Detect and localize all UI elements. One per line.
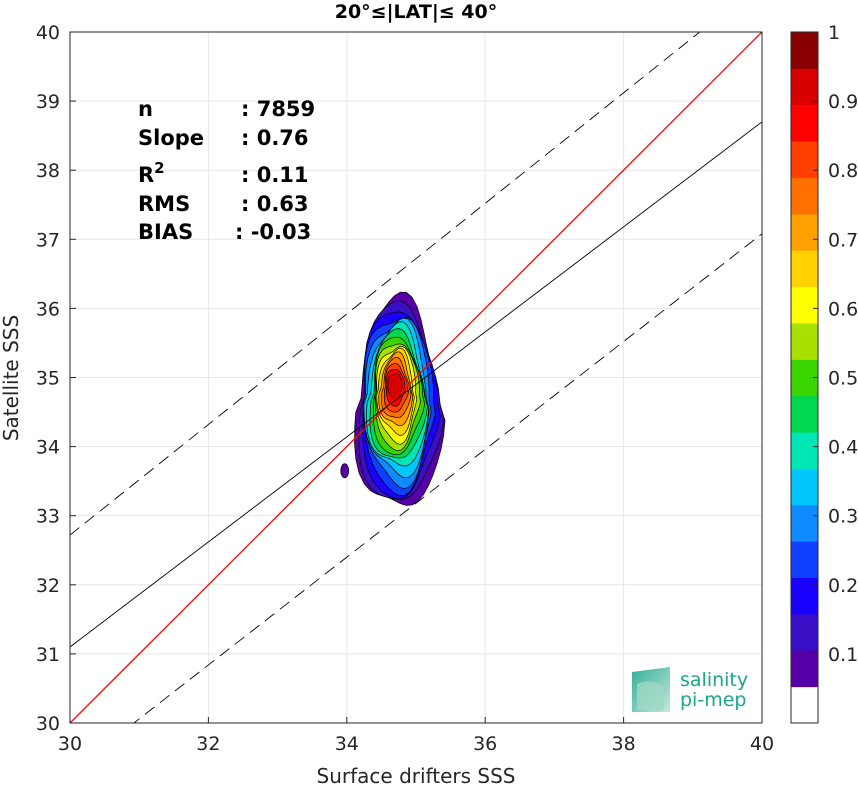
colorbar-tick-label: 0.2 — [828, 575, 858, 597]
colorbar-tick-label: 0.4 — [828, 437, 858, 459]
y-tick-label: 35 — [36, 368, 60, 390]
colorbar-segment — [791, 104, 818, 142]
y-tick-label: 38 — [36, 160, 60, 182]
stat-label: R2 — [138, 159, 165, 187]
colorbar-segment — [791, 32, 818, 69]
stat-label-text: Slope — [138, 126, 204, 150]
colorbar-tick-label: 0.8 — [828, 160, 858, 182]
colorbar-tick-label: 0.5 — [828, 368, 858, 390]
x-tick-label: 32 — [196, 733, 220, 755]
colorbar-segment — [791, 504, 818, 542]
y-tick-label: 33 — [36, 506, 60, 528]
colorbar-segment — [791, 213, 818, 251]
stat-label: n — [138, 97, 153, 121]
x-tick-label: 36 — [473, 733, 497, 755]
colorbar-segment — [791, 686, 818, 724]
plot-frame — [69, 31, 763, 724]
y-axis-label: Satellite SSS — [0, 315, 23, 441]
y-tick-label: 40 — [36, 22, 60, 44]
stat-value: : 0.76 — [241, 126, 309, 150]
stat-value: : 0.11 — [241, 163, 309, 187]
x-tick-label: 34 — [335, 733, 359, 755]
stat-label: BIAS — [138, 220, 193, 244]
colorbar-tick-label: 0.7 — [828, 229, 858, 251]
regression-lines — [70, 32, 762, 723]
logo-line1: salinity — [680, 669, 748, 691]
colorbar-segment — [791, 286, 818, 324]
colorbar-segment — [791, 141, 818, 178]
colorbar-segment — [791, 395, 818, 433]
colorbar-tick-label: 1 — [828, 22, 840, 44]
colorbar-segment — [791, 432, 818, 469]
fit-line — [70, 121, 762, 648]
stat-label: Slope — [138, 126, 204, 150]
x-axis-label: Surface drifters SSS — [317, 764, 516, 786]
stat-label-text: R — [138, 163, 154, 187]
y-tick-label: 36 — [36, 298, 60, 320]
stat-label-sup: 2 — [154, 159, 164, 177]
logo-line2: pi-mep — [680, 689, 746, 711]
stat-label-text: RMS — [138, 192, 190, 216]
y-tick-labels: 30 31 32 33 34 35 36 37 38 39 40 — [36, 22, 60, 735]
stat-label-text: n — [138, 97, 153, 121]
colorbar-segment — [791, 68, 818, 106]
colorbar-tick-label: 0.3 — [828, 506, 858, 528]
x-tick-label: 38 — [612, 733, 636, 755]
colorbar-tick-label: 0.9 — [828, 91, 858, 113]
stat-value: : -0.03 — [235, 220, 311, 244]
x-tick-label: 40 — [750, 733, 774, 755]
colorbar-segment — [791, 322, 818, 360]
colorbar-segment — [791, 468, 818, 506]
colorbar-segment — [791, 541, 818, 579]
stats-box: n : 7859 Slope : 0.76 R2 : 0.11 RMS : 0.63 BIAS:… — [138, 97, 315, 244]
y-tick-label: 37 — [36, 229, 60, 251]
colorbar: 0.1 0.2 0.3 0.4 0.5 0.6 0.7 0.8 0.9 1 — [790, 22, 858, 724]
stat-value: : 7859 — [241, 97, 315, 121]
colorbar-segment — [791, 613, 818, 651]
contour-outlier — [340, 463, 350, 479]
colorbar-tick-label: 0.6 — [828, 298, 858, 320]
y-tick-label: 30 — [36, 713, 60, 735]
stat-value: : 0.63 — [241, 192, 309, 216]
y-tick-label: 32 — [36, 575, 60, 597]
colorbar-tick-label: 0.1 — [828, 644, 858, 666]
chart-title: 20°≤|LAT|≤ 40° — [335, 1, 498, 23]
x-tick-label: 30 — [58, 733, 82, 755]
stat-label-text: BIAS — [138, 220, 193, 244]
y-tick-label: 34 — [36, 437, 60, 459]
identity-line — [70, 32, 762, 723]
stat-label: RMS — [138, 192, 190, 216]
salinity-pimep-logo: salinity pi-mep — [632, 667, 748, 712]
y-tick-label: 31 — [36, 644, 60, 666]
logo-wave-layer — [637, 681, 664, 710]
upper-dashed-line — [70, 32, 701, 536]
colorbar-segment — [791, 250, 818, 288]
y-tick-label: 39 — [36, 91, 60, 113]
colorbar-segment — [791, 577, 818, 615]
lower-dashed-line — [133, 233, 762, 723]
colorbar-segment — [791, 650, 818, 688]
colorbar-segment — [791, 177, 818, 215]
x-tick-labels: 30 32 34 36 38 40 — [58, 733, 774, 755]
